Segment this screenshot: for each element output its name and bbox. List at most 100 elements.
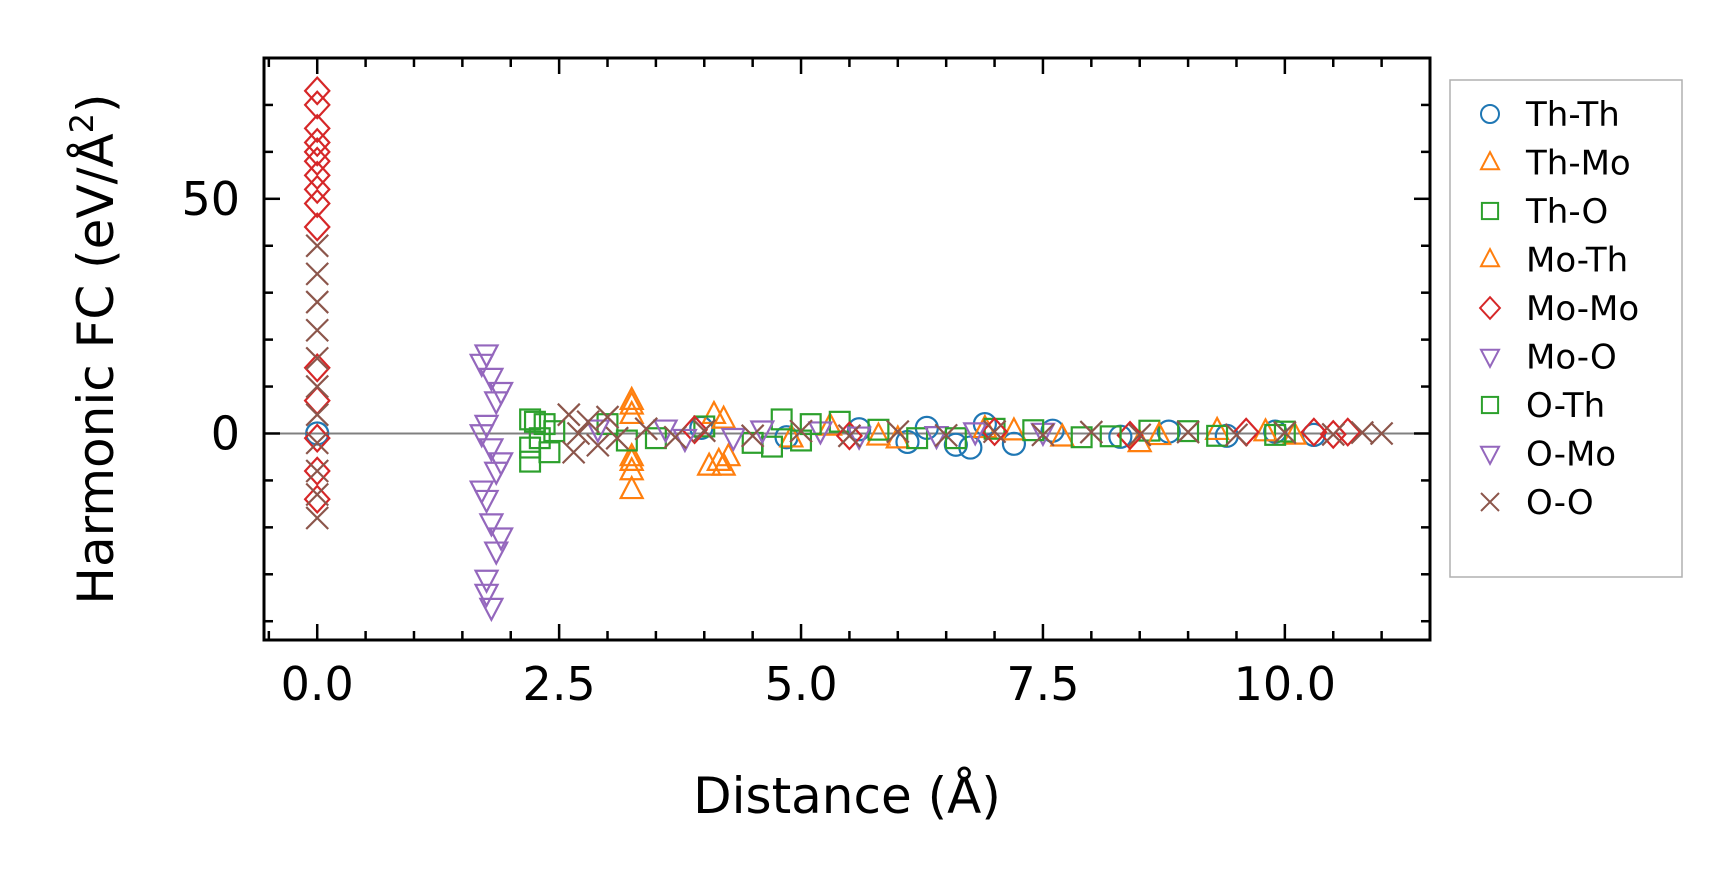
data-point <box>305 233 329 258</box>
data-point <box>1177 420 1200 443</box>
data-point <box>618 390 645 415</box>
data-point <box>906 427 929 450</box>
legend-marker <box>1479 445 1501 466</box>
data-point <box>488 452 514 477</box>
data-point <box>1369 421 1394 446</box>
data-point <box>982 419 1007 444</box>
legend-frame <box>1449 79 1683 578</box>
data-point <box>303 385 331 416</box>
data-point <box>586 433 610 457</box>
data-point <box>1300 417 1328 447</box>
data-point <box>1099 425 1122 448</box>
series-th-mo <box>618 385 1308 500</box>
data-point <box>740 424 765 448</box>
series-o-mo <box>468 353 989 609</box>
data-point <box>934 423 958 448</box>
data-point <box>634 417 658 441</box>
data-point <box>303 456 331 486</box>
data-point <box>770 408 793 431</box>
data-point <box>696 451 722 476</box>
legend-marker <box>1479 348 1501 369</box>
legend-label: O-O <box>1526 483 1594 523</box>
data-point <box>835 421 864 451</box>
data-point <box>478 597 505 623</box>
data-point <box>576 409 600 434</box>
data-point <box>473 583 500 609</box>
x-tick-label: 2.5 <box>523 657 596 711</box>
series-o-th <box>519 410 1287 459</box>
data-point <box>305 402 329 427</box>
data-point <box>468 424 495 449</box>
data-point <box>1001 431 1027 456</box>
data-point <box>1079 420 1104 444</box>
data-point <box>1146 420 1172 446</box>
data-point <box>305 262 329 286</box>
data-point <box>1127 423 1152 447</box>
legend-marker <box>1480 104 1500 124</box>
x-tick-label: 10.0 <box>1234 657 1336 711</box>
data-point <box>1031 423 1055 447</box>
legend-label: O-Mo <box>1526 435 1616 475</box>
legend-label: Mo-Mo <box>1526 289 1639 329</box>
legend-label: Mo-Th <box>1526 241 1628 281</box>
data-point <box>303 352 331 383</box>
data-point <box>303 146 331 177</box>
data-point <box>305 290 329 314</box>
data-point <box>1264 423 1287 446</box>
data-point <box>817 411 843 436</box>
legend-marker <box>1479 150 1501 171</box>
data-point <box>478 367 505 393</box>
data-point <box>1176 420 1200 444</box>
data-point <box>305 318 329 343</box>
axis-ticks <box>264 56 1432 640</box>
data-point <box>468 353 495 379</box>
legend: Th-Th Th-Mo Th-O Mo-Th Mo-Mo Mo-O O-Th O-Mo O-O <box>1449 79 1683 578</box>
data-point <box>303 127 331 158</box>
data-point <box>681 414 709 445</box>
data-point <box>1116 420 1144 451</box>
data-point <box>303 423 331 454</box>
data-point <box>705 446 732 471</box>
data-point <box>1204 415 1230 441</box>
data-point <box>543 420 566 443</box>
legend-marker <box>1480 395 1500 415</box>
series-mo-mo <box>303 76 1362 515</box>
data-point <box>557 402 581 427</box>
data-point <box>478 513 505 538</box>
data-point <box>944 427 967 450</box>
data-point <box>473 569 500 594</box>
data-point <box>1022 419 1045 442</box>
data-point <box>305 346 329 371</box>
data-point <box>1070 426 1093 449</box>
legend-label: Th-Mo <box>1525 144 1631 184</box>
data-point <box>303 90 331 120</box>
data-point <box>605 426 629 450</box>
data-point <box>710 404 737 429</box>
data-point <box>488 381 514 407</box>
legend-marker <box>1479 247 1501 268</box>
data-point <box>1001 416 1027 441</box>
tick-labels: 0.0 2.5 5.0 7.5 10.0 0 50 <box>181 172 1336 711</box>
data-point <box>585 419 611 444</box>
series-mo-th <box>618 390 1279 471</box>
plot-frame <box>262 56 1432 642</box>
data-point <box>1350 420 1375 445</box>
x-tick-label: 7.5 <box>1006 657 1079 711</box>
data-point <box>837 424 862 448</box>
data-point <box>865 421 892 446</box>
data-point <box>305 482 329 507</box>
data-point <box>303 160 331 191</box>
legend-label: O-Th <box>1526 386 1605 426</box>
data-point <box>652 419 679 444</box>
data-point <box>303 484 331 515</box>
data-point <box>618 441 645 467</box>
data-point <box>468 480 495 505</box>
data-point <box>478 438 505 463</box>
data-point <box>303 76 331 106</box>
legend-marker <box>1478 295 1502 321</box>
data-point <box>1206 424 1229 447</box>
data-point <box>789 419 813 443</box>
data-point <box>644 427 667 450</box>
x-tick-label: 5.0 <box>764 657 837 711</box>
